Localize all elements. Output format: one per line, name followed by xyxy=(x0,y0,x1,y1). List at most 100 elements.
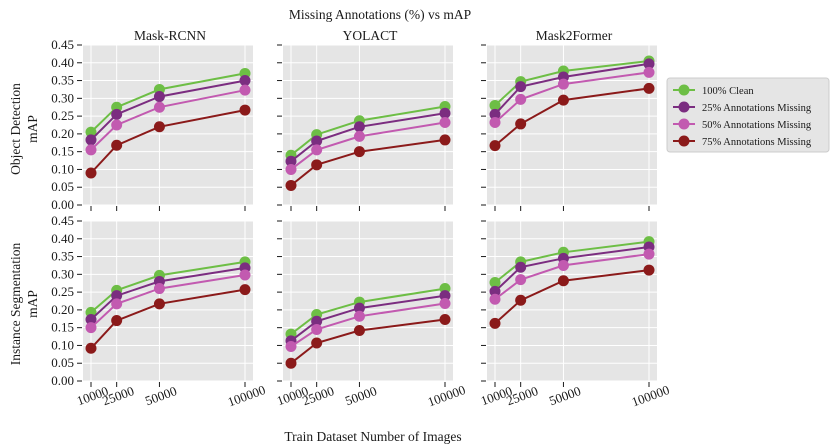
data-point xyxy=(643,82,655,94)
data-point xyxy=(153,283,165,295)
panel-background xyxy=(83,221,253,381)
data-point xyxy=(311,337,323,349)
data-point xyxy=(353,302,365,314)
legend-label: 75% Annotations Missing xyxy=(702,137,812,148)
data-point xyxy=(489,317,501,329)
panel-1-0: 0.00 0.05 0.10 0.15 0.20 0.25 0.30 0.35 0.40 0.45… xyxy=(51,213,267,409)
series-line xyxy=(90,79,246,141)
data-point xyxy=(85,342,97,354)
x-tick-label: 50000 xyxy=(547,383,583,408)
data-point xyxy=(643,58,655,70)
series-line xyxy=(290,318,446,364)
panel-background xyxy=(487,221,657,381)
data-point xyxy=(439,290,451,302)
data-point xyxy=(285,163,297,175)
legend-marker xyxy=(678,118,690,130)
row-label-detection-metric: mAP xyxy=(25,115,40,143)
data-point xyxy=(311,135,323,147)
series-line xyxy=(290,105,446,156)
legend-label: 25% Annotations Missing xyxy=(702,103,812,114)
data-point xyxy=(643,66,655,78)
legend-marker xyxy=(678,84,690,96)
data-point xyxy=(489,285,501,297)
x-tick-label: 100000 xyxy=(426,382,468,409)
data-point xyxy=(515,274,527,286)
data-point xyxy=(111,139,123,151)
y-tick-label: 0.20 xyxy=(51,126,74,141)
data-point xyxy=(111,119,123,131)
y-tick-label: 0.10 xyxy=(51,337,74,352)
data-point xyxy=(643,248,655,260)
data-point xyxy=(153,121,165,133)
data-point xyxy=(489,277,501,289)
column-title-mask2former: Mask2Former xyxy=(536,28,613,43)
data-point xyxy=(239,75,251,87)
data-point xyxy=(439,134,451,146)
data-point xyxy=(489,140,501,152)
y-tick-label: 0.15 xyxy=(51,320,74,335)
row-label-segmentation: Instance Segmentation xyxy=(8,242,23,365)
data-point xyxy=(85,126,97,138)
y-tick-label: 0.00 xyxy=(51,197,74,212)
data-point xyxy=(311,315,323,327)
panel-0-1 xyxy=(277,44,453,211)
chart-title: Missing Annotations (%) vs mAP xyxy=(289,7,471,22)
column-title-yolact: YOLACT xyxy=(343,28,398,43)
data-point xyxy=(285,179,297,191)
row-label-detection: Object Detection xyxy=(8,83,23,175)
series-line xyxy=(290,287,446,335)
y-tick-label: 0.10 xyxy=(51,161,74,176)
data-point xyxy=(515,261,527,273)
data-point xyxy=(85,322,97,334)
data-point xyxy=(643,264,655,276)
data-point xyxy=(557,259,569,271)
series-line xyxy=(90,260,246,314)
data-point xyxy=(439,107,451,119)
series-line xyxy=(90,109,246,174)
y-tick-label: 0.35 xyxy=(51,73,74,88)
y-tick-label: 0.30 xyxy=(51,90,74,105)
data-point xyxy=(353,310,365,322)
series-line xyxy=(290,294,446,342)
y-tick-label: 0.35 xyxy=(51,249,74,264)
y-tick-label: 0.45 xyxy=(51,213,74,228)
data-point xyxy=(153,101,165,113)
x-tick-label: 50000 xyxy=(343,383,379,408)
legend: 100% Clean 25% Annotations Missing 50% Ann… xyxy=(666,77,830,153)
series-line xyxy=(90,274,246,329)
series-line xyxy=(494,253,650,300)
data-point xyxy=(111,298,123,310)
data-point xyxy=(515,81,527,93)
data-point xyxy=(557,78,569,90)
data-point xyxy=(311,159,323,171)
y-tick-label: 0.30 xyxy=(51,266,74,281)
x-tick-label: 50000 xyxy=(143,383,179,408)
data-point xyxy=(285,357,297,369)
legend-label: 50% Annotations Missing xyxy=(702,120,812,131)
y-tick-label: 0.40 xyxy=(51,231,74,246)
data-point xyxy=(515,93,527,105)
y-tick-label: 0.25 xyxy=(51,284,74,299)
data-point xyxy=(489,108,501,120)
series-line xyxy=(494,269,650,325)
data-point xyxy=(353,130,365,142)
series-line xyxy=(290,121,446,171)
legend-marker xyxy=(678,101,690,113)
data-point xyxy=(239,84,251,96)
data-point xyxy=(353,121,365,133)
column-title-mask-rcnn: Mask-RCNN xyxy=(134,28,206,43)
series-line xyxy=(494,87,650,147)
y-tick-label: 0.05 xyxy=(51,179,74,194)
series-line xyxy=(290,138,446,187)
data-point xyxy=(311,323,323,335)
legend-label: 100% Clean xyxy=(702,86,754,97)
data-point xyxy=(489,99,501,111)
x-tick-label: 100000 xyxy=(630,382,672,409)
data-point xyxy=(515,118,527,130)
series-line xyxy=(90,266,246,321)
series-line xyxy=(494,246,650,293)
data-point xyxy=(85,313,97,325)
data-point xyxy=(153,298,165,310)
